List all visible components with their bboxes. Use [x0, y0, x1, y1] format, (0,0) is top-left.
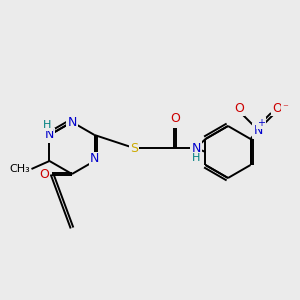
Text: N: N: [67, 116, 77, 128]
Text: ⁻: ⁻: [282, 103, 288, 113]
Text: N: N: [191, 142, 201, 154]
Text: N: N: [45, 128, 54, 142]
Text: S: S: [130, 142, 138, 154]
Text: O: O: [272, 101, 282, 115]
Text: O: O: [234, 101, 244, 115]
Text: +: +: [257, 118, 265, 128]
Text: CH₃: CH₃: [9, 164, 30, 174]
Text: O: O: [170, 112, 180, 124]
Text: N: N: [90, 152, 99, 166]
Text: O: O: [39, 167, 49, 181]
Text: N: N: [253, 124, 263, 136]
Text: H: H: [192, 153, 200, 163]
Text: H: H: [43, 120, 52, 130]
